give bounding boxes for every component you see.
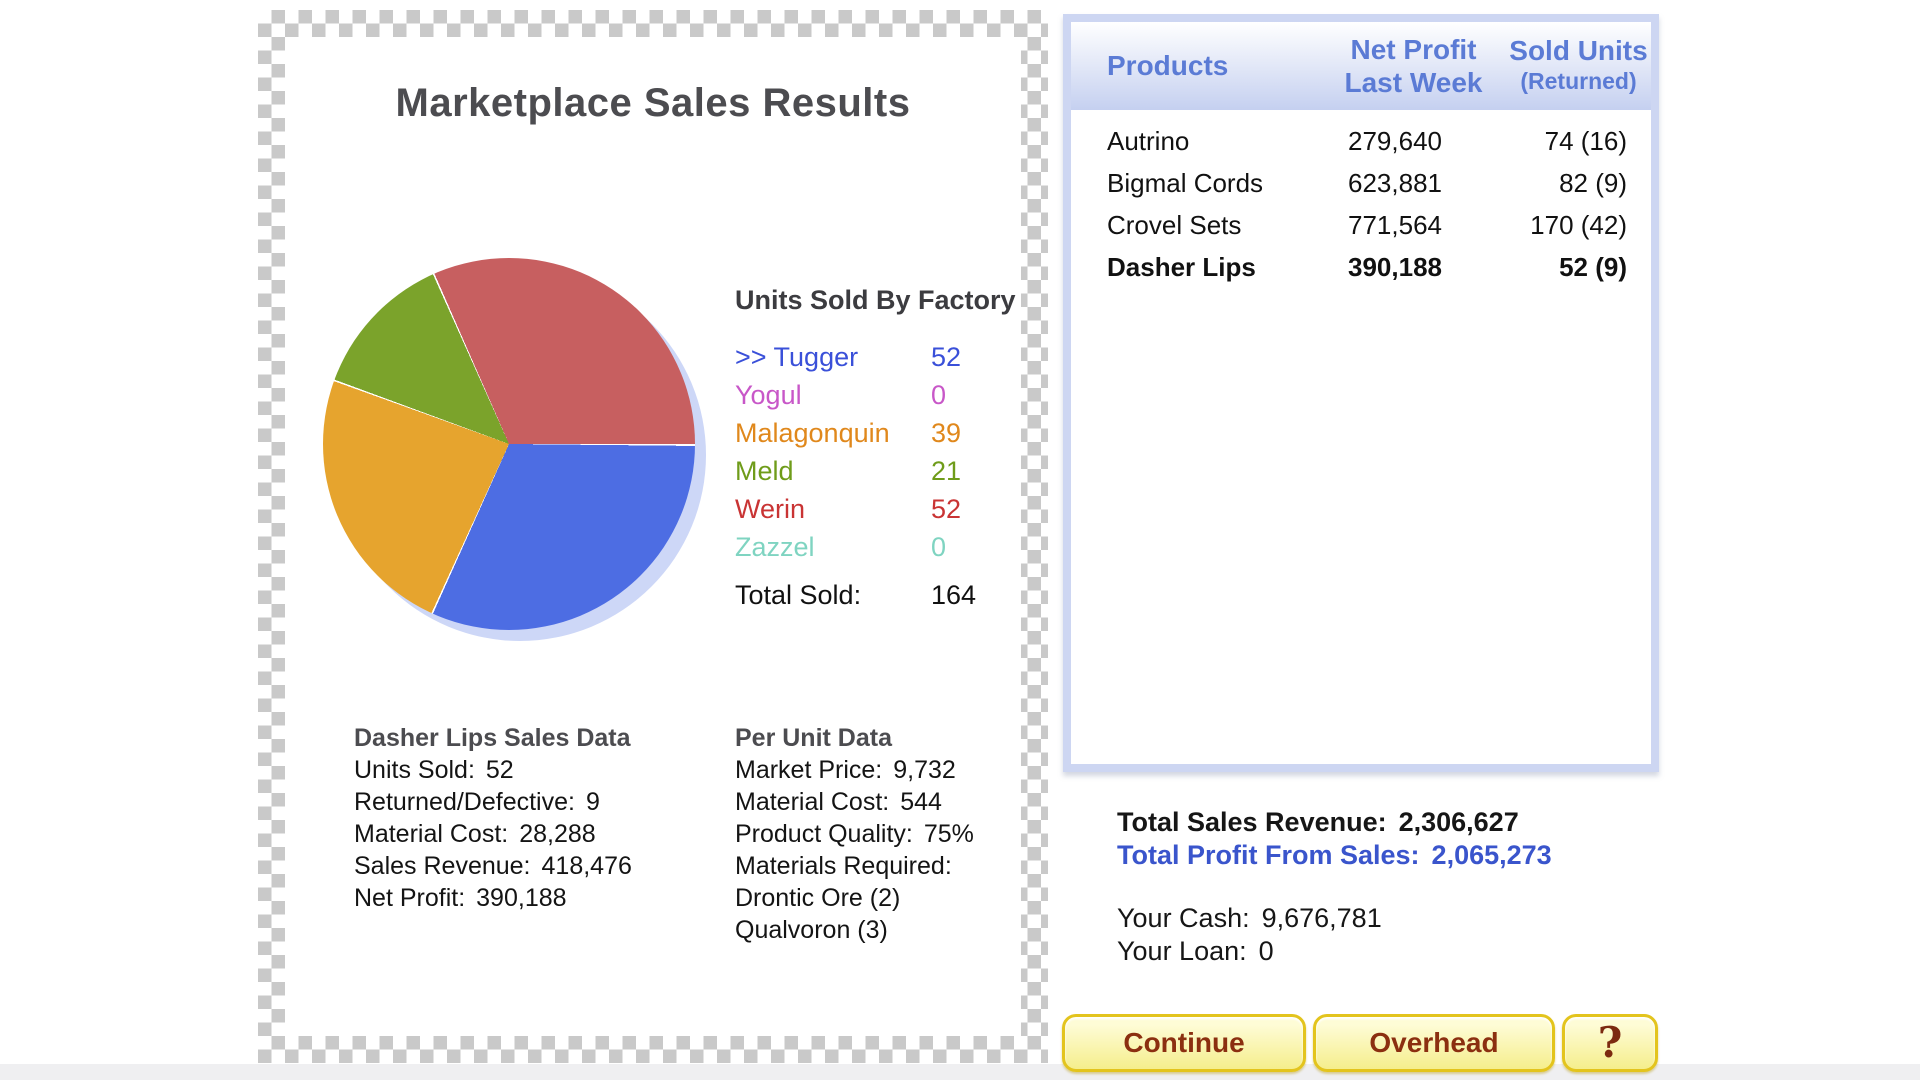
product-name[interactable]: Crovel Sets	[1107, 209, 1242, 240]
legend-label[interactable]: Werin	[735, 494, 806, 524]
report-page: Marketplace Sales Results Units Sold By …	[285, 37, 1021, 1036]
per-unit-title: Per Unit Data	[735, 724, 892, 752]
overhead-button[interactable]: Overhead	[1313, 1014, 1555, 1072]
product-net-profit: 771,564	[1348, 209, 1442, 240]
your-cash: Your Cash: 9,676,781	[1117, 903, 1382, 933]
legend-label[interactable]: Zazzel	[735, 532, 815, 562]
per-unit-row: Market Price: 9,732	[735, 756, 956, 784]
legend-label[interactable]: Meld	[735, 456, 794, 486]
sales-data-row: Returned/Defective: 9	[354, 788, 600, 816]
sales-data-row: Material Cost: 28,288	[354, 820, 596, 848]
per-unit-material-row: Drontic Ore (2)	[735, 884, 901, 912]
table-row-crovel-sets[interactable]: Crovel Sets 771,564 170 (42)	[1071, 204, 1651, 246]
per-unit-data-block: Per Unit Data Market Price: 9,732 Materia…	[735, 722, 1075, 946]
legend-label[interactable]: Yogul	[735, 380, 802, 410]
sales-summary: Total Sales Revenue: 2,306,627 Total Prof…	[1117, 806, 1552, 872]
legend-value: 0	[931, 380, 947, 410]
product-name[interactable]: Bigmal Cords	[1107, 167, 1264, 198]
legend-label[interactable]: Malagonquin	[735, 418, 890, 448]
help-button[interactable]: ?	[1562, 1014, 1658, 1072]
table-row-bigmal-cords[interactable]: Bigmal Cords 623,881 82 (9)	[1071, 162, 1651, 204]
legend-title: Units Sold By Factory	[735, 285, 1016, 315]
legend-total: Total Sold: 164	[735, 576, 1025, 614]
report-panel: Marketplace Sales Results Units Sold By …	[258, 10, 1048, 1063]
product-net-profit: 279,640	[1348, 125, 1442, 156]
per-unit-material-row: Qualvoron (3)	[735, 916, 888, 944]
product-net-profit: 390,188	[1348, 251, 1442, 282]
sales-data-title: Dasher Lips Sales Data	[354, 724, 631, 752]
legend-item-zazzel[interactable]: Zazzel 0	[735, 528, 1025, 566]
legend-item-tugger[interactable]: >> Tugger 52	[735, 338, 1025, 376]
sales-data-row: Units Sold: 52	[354, 756, 514, 784]
product-name[interactable]: Dasher Lips	[1107, 251, 1256, 282]
legend-value: 0	[931, 532, 947, 562]
legend-item-malagonquin[interactable]: Malagonquin 39	[735, 414, 1025, 452]
your-loan: Your Loan: 0	[1117, 936, 1274, 966]
legend-item-werin[interactable]: Werin 52	[735, 490, 1025, 528]
pie-chart	[323, 258, 695, 630]
product-sold-units: 52 (9)	[1559, 251, 1627, 282]
legend-value: 39	[931, 418, 962, 448]
per-unit-row: Material Cost: 544	[735, 788, 942, 816]
page-title: Marketplace Sales Results	[395, 81, 911, 125]
legend-value: 52	[931, 494, 962, 524]
sales-data-row: Sales Revenue: 418,476	[354, 852, 632, 880]
player-finances: Your Cash: 9,676,781 Your Loan: 0	[1117, 902, 1382, 968]
legend-item-meld[interactable]: Meld 21	[735, 452, 1025, 490]
table-row-autrino[interactable]: Autrino 279,640 74 (16)	[1071, 120, 1651, 162]
product-sold-units: 82 (9)	[1559, 167, 1627, 198]
legend-value: 21	[931, 456, 962, 486]
legend-value: 52	[931, 342, 962, 372]
product-sold-units: 74 (16)	[1544, 125, 1627, 156]
question-mark-icon: ?	[1597, 1018, 1623, 1067]
action-buttons: Continue Overhead ?	[1062, 1014, 1658, 1072]
per-unit-row: Product Quality: 75%	[735, 820, 974, 848]
column-header-net-profit: Net Profit Last Week	[1344, 34, 1483, 98]
sales-data-block: Dasher Lips Sales Data Units Sold: 52 Ret…	[354, 722, 694, 914]
total-profit-from-sales: Total Profit From Sales: 2,065,273	[1117, 840, 1552, 870]
legend-label[interactable]: >> Tugger	[735, 342, 859, 372]
column-header-products: Products	[1107, 50, 1229, 81]
product-net-profit: 623,881	[1348, 167, 1442, 198]
product-name[interactable]: Autrino	[1107, 125, 1190, 156]
products-table-panel: Products Net Profit Last Week Sold Units…	[1063, 14, 1659, 772]
total-sold-value: 164	[931, 580, 977, 610]
per-unit-row: Materials Required:	[735, 852, 952, 880]
units-sold-pie-area	[323, 258, 706, 641]
product-sold-units: 170 (42)	[1530, 209, 1627, 240]
products-table-header: Products Net Profit Last Week Sold Units…	[1071, 22, 1651, 110]
sales-data-row: Net Profit: 390,188	[354, 884, 567, 912]
total-sold-label: Total Sold:	[735, 580, 862, 610]
total-sales-revenue: Total Sales Revenue: 2,306,627	[1117, 807, 1519, 837]
continue-button[interactable]: Continue	[1062, 1014, 1306, 1072]
products-table-rows: Autrino 279,640 74 (16) Bigmal Cords 623…	[1071, 110, 1651, 288]
legend-item-yogul[interactable]: Yogul 0	[735, 376, 1025, 414]
factory-legend: Units Sold By Factory >> Tugger 52 Yogul…	[735, 285, 1025, 614]
column-header-sold-units: Sold Units (Returned)	[1509, 35, 1648, 95]
table-row-dasher-lips[interactable]: Dasher Lips 390,188 52 (9)	[1071, 246, 1651, 288]
